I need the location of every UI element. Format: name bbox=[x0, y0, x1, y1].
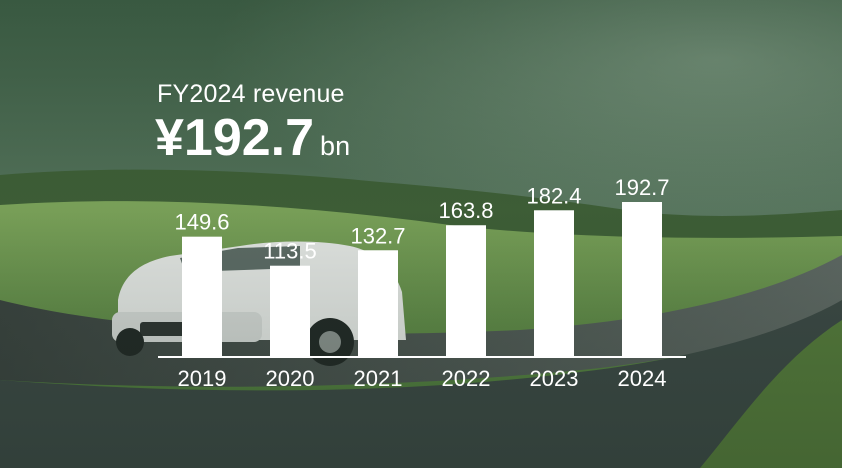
revenue-kicker: FY2024 revenue bbox=[157, 80, 345, 108]
data-label-2023: 182.4 bbox=[526, 183, 581, 208]
bar-2023 bbox=[534, 210, 574, 357]
revenue-headline: ¥192.7 bn bbox=[155, 112, 350, 164]
data-label-2024: 192.7 bbox=[614, 175, 669, 200]
data-label-2021: 132.7 bbox=[350, 223, 405, 248]
revenue-unit: bn bbox=[320, 131, 351, 161]
tick-label-2021: 2021 bbox=[354, 366, 403, 391]
bar-2021 bbox=[358, 250, 398, 357]
bar-2024 bbox=[622, 202, 662, 357]
revenue-value: ¥192.7 bbox=[155, 109, 315, 167]
bar-2020 bbox=[270, 265, 310, 357]
bar-2019 bbox=[182, 236, 222, 357]
data-label-2022: 163.8 bbox=[438, 198, 493, 223]
tick-label-2024: 2024 bbox=[618, 366, 667, 391]
tick-label-2020: 2020 bbox=[266, 366, 315, 391]
bar-2022 bbox=[446, 225, 486, 357]
tick-label-2022: 2022 bbox=[442, 366, 491, 391]
data-label-2020: 113.5 bbox=[263, 239, 316, 264]
data-label-2019: 149.6 bbox=[174, 210, 229, 235]
tick-label-2023: 2023 bbox=[530, 366, 579, 391]
tick-label-2019: 2019 bbox=[178, 366, 227, 391]
